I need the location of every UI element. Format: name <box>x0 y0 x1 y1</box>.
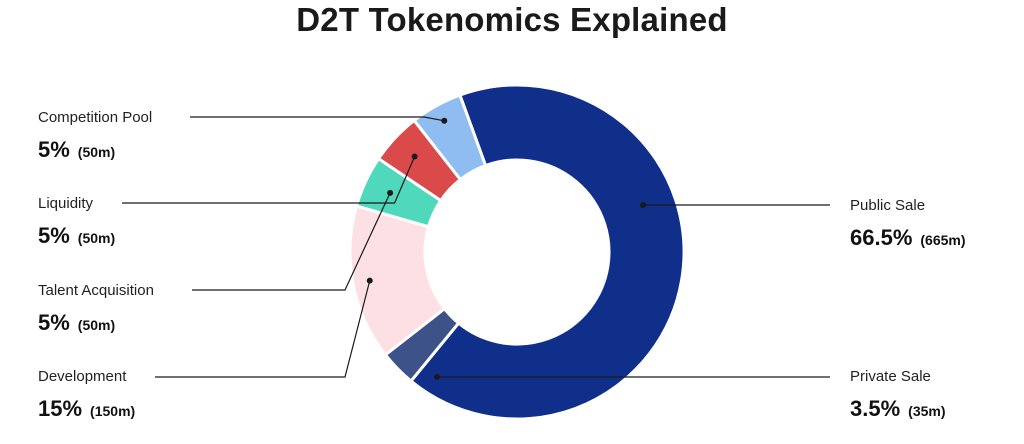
leader-line-talent-acquisition <box>192 192 391 291</box>
leader-dot-public-sale <box>640 202 646 208</box>
label-development: Development 15% (150m) <box>38 368 135 422</box>
label-competition-pool: Competition Pool 5% (50m) <box>38 109 152 163</box>
label-name: Development <box>38 368 127 385</box>
leader-line-development <box>155 280 371 378</box>
slice-competition-pool <box>412 93 488 182</box>
label-percent: 66.5% <box>850 225 913 250</box>
label-public-sale: Public Sale 66.5% (665m) <box>850 197 966 251</box>
label-percent: 5% <box>38 310 70 335</box>
label-amount: (150m) <box>90 403 136 419</box>
label-liquidity: Liquidity 5% (50m) <box>38 195 115 249</box>
label-amount: (35m) <box>908 403 946 419</box>
label-private-sale: Private Sale 3.5% (35m) <box>850 368 946 422</box>
leader-dot-development <box>366 277 373 284</box>
leader-dot-talent-acquisition <box>387 189 394 196</box>
slice-public-sale <box>408 83 686 421</box>
label-name: Talent Acquisition <box>38 282 154 299</box>
label-percent: 5% <box>38 223 70 248</box>
label-percent: 15% <box>38 396 83 421</box>
label-amount: (50m) <box>77 230 116 246</box>
leader-dot-private-sale <box>434 374 440 380</box>
label-talent-acquisition: Talent Acquisition 5% (50m) <box>38 282 154 336</box>
label-name: Liquidity <box>38 195 94 212</box>
leader-dot-competition-pool <box>441 117 448 124</box>
label-amount: (50m) <box>77 144 116 160</box>
label-percent: 5% <box>38 137 70 162</box>
label-amount: (665m) <box>920 232 966 248</box>
label-name: Public Sale <box>850 197 926 214</box>
label-percent: 3.5% <box>850 396 901 421</box>
label-name: Competition Pool <box>38 109 153 126</box>
chart-title: D2T Tokenomics Explained <box>296 1 728 38</box>
label-name: Private Sale <box>850 368 931 385</box>
label-amount: (50m) <box>77 317 116 333</box>
leader-line-competition-pool <box>190 116 445 122</box>
leader-dot-liquidity <box>411 153 418 160</box>
leader-line-liquidity <box>122 156 416 204</box>
